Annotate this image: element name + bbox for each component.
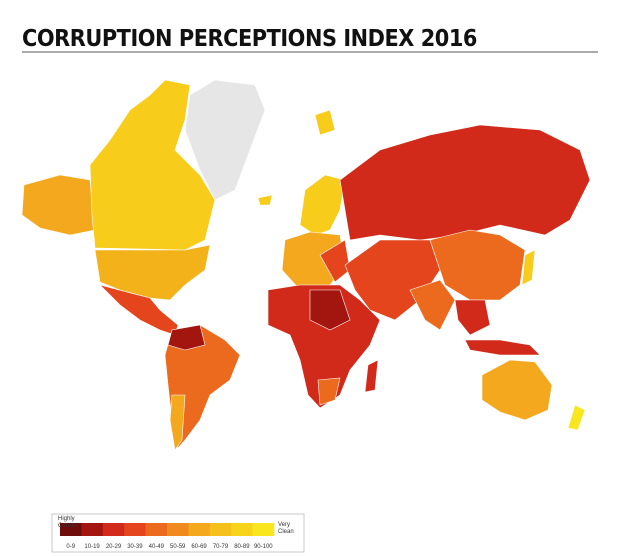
legend-low: Highly [58,516,75,522]
india [409,279,456,331]
madagascar [364,359,379,393]
title: CORRUPTION PERCEPTIONS INDEX 2016 [22,26,477,52]
legend-bin-label: 20-29 [106,544,122,550]
alaska [21,174,96,236]
legend-bin-label: 70-79 [213,544,229,550]
usa [94,244,211,301]
iceland [257,194,273,206]
legend-high: Very [278,522,290,528]
legend-swatch [188,523,211,536]
world-map [21,79,591,451]
china [429,229,526,301]
north-central-africa [309,289,351,331]
legend-swatch [102,523,125,536]
legend-swatch [209,523,232,536]
legend-bin-label: 10-19 [84,544,100,550]
legend-swatch [167,523,189,536]
legend-low: Corrupt [58,523,78,529]
scandinavia [299,174,346,236]
legend-bin-label: 60-69 [191,544,207,550]
legend-bin-label: 0-9 [66,544,75,550]
japan [521,249,536,286]
legend: 0-9 10-19 20-29 30-39 40-49 50-59 60-69 70-79 80… [51,513,305,553]
legend-scale: 0-9 10-19 20-29 30-39 40-49 50-59 60-69 70-79 80… [60,523,275,550]
indonesia [464,339,541,356]
legend-swatch [145,523,168,536]
greenland [184,79,266,201]
legend-swatch [231,523,253,536]
legend-bin-label: 80-89 [234,544,250,550]
legend-bin-label: 50-59 [170,544,186,550]
southeast-asia [454,299,491,336]
legend-swatch [60,523,82,536]
svalbard [314,109,336,136]
south-africa [317,377,341,406]
legend-bin-label: 30-39 [127,544,143,550]
legend-high: Clean [278,529,294,535]
australia [481,359,553,421]
venezuela [167,324,206,351]
africa [267,284,381,409]
legend-swatch [252,523,275,536]
legend-bin-label: 40-49 [149,544,165,550]
legend-bin-label: 90-100 [254,544,273,550]
russia [339,124,591,241]
legend-swatch [81,523,104,536]
chile [169,394,186,451]
legend-swatch [124,523,146,536]
canada [89,79,216,251]
new-zealand [567,404,586,431]
